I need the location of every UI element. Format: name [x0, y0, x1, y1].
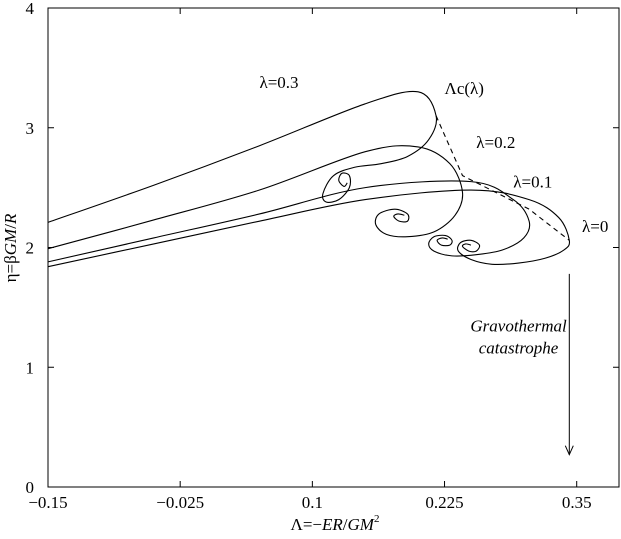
x-tick-label: −0.025 [156, 493, 204, 512]
annotation-text: Gravothermal [470, 316, 567, 335]
curve-label: λ=0.3 [259, 73, 298, 92]
x-tick-label: 0.35 [562, 493, 592, 512]
series-line-0 [47, 189, 571, 268]
curve-label: λ=0.2 [476, 133, 515, 152]
y-tick-label: 0 [26, 478, 35, 497]
critical-curve-line [435, 115, 570, 241]
annotation: Gravothermal catastrophe [470, 273, 574, 456]
arrow-head [564, 445, 574, 456]
curve-labels: λ=0.3 Λc(λ) λ=0.2 λ=0.1 λ=0 [259, 73, 608, 236]
x-tick-label: −0.15 [28, 493, 67, 512]
y-tick-label: 2 [26, 239, 35, 258]
plot-frame [47, 7, 620, 488]
series-line-2 [47, 145, 464, 250]
x-axis-label: Λ=−ER/GM2 [291, 513, 380, 534]
x-tick-label: 0.225 [425, 493, 463, 512]
y-axis-label: η=βGM/R [1, 213, 20, 282]
y-tick-label: 1 [26, 358, 35, 377]
axis-ticks: −0.15 −0.025 0.1 0.225 0.35 0 1 2 3 4 [26, 0, 619, 512]
y-tick-label: 4 [26, 0, 35, 18]
curve-label: Λc(λ) [445, 79, 484, 98]
x-tick-label: 0.1 [302, 493, 323, 512]
y-tick-label: 3 [26, 119, 35, 138]
curves [47, 90, 571, 268]
annotation-text: catastrophe [479, 338, 559, 357]
curve-label: λ=0 [582, 217, 608, 236]
curve-label: λ=0.1 [513, 173, 552, 192]
series-line-1 [47, 180, 531, 263]
series-line-3 [47, 90, 438, 223]
